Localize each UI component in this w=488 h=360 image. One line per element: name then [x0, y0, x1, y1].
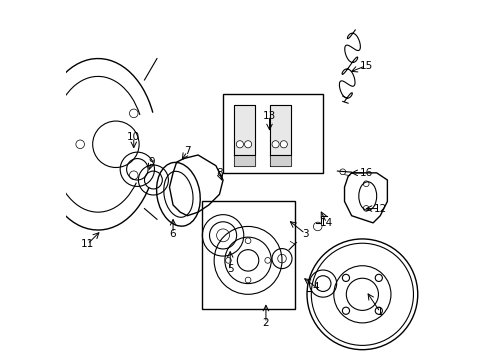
Text: 5: 5: [226, 264, 233, 274]
Text: 4: 4: [312, 282, 319, 292]
Text: 7: 7: [183, 147, 190, 157]
Text: 2: 2: [262, 318, 269, 328]
Text: 10: 10: [127, 132, 140, 142]
Text: 16: 16: [359, 168, 372, 178]
Text: 13: 13: [263, 111, 276, 121]
Polygon shape: [269, 155, 290, 166]
Text: 8: 8: [216, 168, 223, 178]
Circle shape: [236, 141, 243, 148]
Text: 6: 6: [169, 229, 176, 239]
Text: 14: 14: [319, 218, 333, 228]
Text: 11: 11: [81, 239, 94, 249]
Text: 15: 15: [359, 61, 372, 71]
Polygon shape: [233, 155, 255, 166]
Text: 9: 9: [148, 157, 155, 167]
Text: 12: 12: [373, 203, 386, 213]
Polygon shape: [269, 105, 290, 155]
Text: 3: 3: [301, 229, 308, 239]
Circle shape: [271, 141, 279, 148]
Text: 1: 1: [376, 307, 383, 317]
Circle shape: [244, 141, 251, 148]
Circle shape: [280, 141, 287, 148]
Bar: [223, 94, 323, 173]
Polygon shape: [233, 105, 255, 155]
Bar: [201, 202, 294, 309]
